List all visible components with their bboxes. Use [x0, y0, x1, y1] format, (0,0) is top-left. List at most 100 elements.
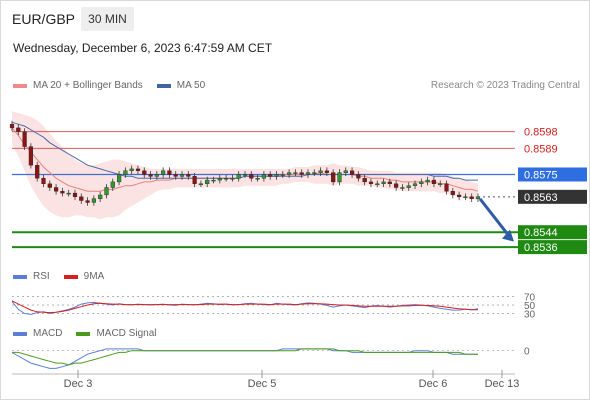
candle-body-57 [368, 181, 374, 184]
candle-body-33 [217, 177, 222, 181]
forecast-arrow-head [502, 229, 514, 242]
candle-body-72 [463, 196, 468, 199]
rsi-legend: RSI 9MA [13, 271, 118, 282]
rsi-tick-label-2: 30 [524, 310, 536, 321]
candle-body-18 [123, 170, 128, 175]
candle-body-74 [475, 196, 481, 199]
candle-body-50 [324, 170, 329, 173]
price-level-label-3: 0.8563 [524, 192, 558, 204]
candle-body-35 [230, 177, 235, 180]
candle-body-7 [54, 187, 59, 192]
time-axis-label-0: Dec 3 [64, 378, 93, 390]
copyright-label: Research © 2023 Trading Central [430, 80, 580, 91]
candle-body-30 [198, 183, 203, 186]
macd-tick-label-0: 0 [524, 347, 530, 358]
candle-body-60 [387, 181, 392, 184]
candle-body-56 [362, 177, 367, 183]
rsi-tick-label-1: 50 [524, 301, 536, 312]
price-level-label-5: 0.8536 [524, 242, 558, 254]
candle-body-69 [444, 183, 449, 192]
macd-line [11, 348, 478, 369]
price-level-tag-2 [518, 167, 587, 182]
candle-body-66 [425, 179, 430, 183]
candle-body-38 [249, 174, 254, 179]
price-level-tag-3 [518, 189, 587, 204]
candle-body-29 [192, 176, 197, 184]
candle-body-22 [148, 174, 153, 177]
candle-body-0 [9, 123, 15, 129]
candle-body-27 [179, 174, 185, 177]
ma20-legend-swatch [13, 83, 27, 88]
candle-body-45 [293, 172, 298, 174]
time-axis-label-3: Dec 13 [485, 378, 520, 390]
candle-body-4 [35, 164, 40, 179]
macd-legend: MACD MACD Signal [13, 328, 170, 339]
candle-body-40 [261, 174, 266, 179]
candle-body-47 [305, 172, 311, 175]
price-level-tag-4 [518, 225, 587, 240]
candle-body-55 [356, 174, 361, 179]
candle-body-68 [438, 183, 443, 186]
candle-body-43 [280, 174, 285, 176]
candle-body-73 [469, 196, 474, 199]
candle-body-17 [116, 174, 122, 183]
candle-body-67 [431, 179, 436, 185]
candle-body-16 [110, 181, 115, 188]
candle-body-37 [242, 174, 248, 176]
candle-body-2 [22, 131, 27, 147]
candle-body-28 [186, 174, 191, 177]
main-legend: MA 20 + Bollinger Bands MA 50 [13, 80, 219, 91]
rsi-legend-swatch [13, 274, 27, 279]
candle-body-1 [16, 127, 21, 132]
time-axis-label-2: Dec 6 [419, 378, 448, 390]
rsi-tick-label-0: 70 [524, 293, 536, 304]
ma20-legend-label: MA 20 + Bollinger Bands [33, 80, 143, 91]
rsi-legend-label: RSI [33, 271, 50, 282]
rsi-line [11, 301, 479, 315]
datetime-label: Wednesday, December 6, 2023 6:47:59 AM C… [13, 41, 273, 55]
candle-body-10 [72, 192, 78, 198]
candle-body-20 [135, 168, 141, 171]
candle-body-59 [381, 181, 386, 184]
bollinger-band-area [12, 111, 478, 220]
price-level-label-4: 0.8544 [524, 227, 558, 239]
candle-body-61 [394, 183, 399, 188]
candle-body-46 [299, 172, 304, 175]
candle-body-9 [66, 192, 71, 195]
candle-body-54 [350, 170, 355, 175]
candle-body-41 [268, 174, 273, 177]
candle-body-34 [223, 177, 229, 180]
candle-body-58 [375, 183, 380, 186]
candle-body-65 [419, 181, 424, 184]
candle-body-64 [412, 183, 418, 186]
macd-signal-legend-swatch [76, 331, 91, 336]
candle-body-26 [173, 174, 178, 177]
candle-body-51 [331, 172, 336, 183]
rsi-ma-line [11, 300, 478, 314]
timeframe-button[interactable]: 30 MIN [81, 7, 134, 31]
price-level-label-1: 0.8589 [524, 143, 558, 155]
macd-legend-label: MACD [33, 328, 63, 339]
candle-body-12 [85, 200, 90, 203]
candle-body-44 [287, 172, 292, 175]
candle-body-36 [236, 174, 241, 179]
candle-body-21 [142, 170, 147, 175]
rsi-ma-legend-swatch [63, 274, 78, 279]
candle-body-24 [160, 170, 166, 175]
macd-signal-legend-label: MACD Signal [96, 328, 157, 339]
rsi-ma-legend-label: 9MA [83, 271, 105, 282]
candle-body-63 [406, 185, 411, 188]
forecast-arrow-shaft [478, 197, 510, 236]
candle-body-62 [400, 187, 405, 189]
candle-body-8 [60, 190, 65, 194]
candle-body-19 [129, 168, 134, 171]
price-level-tag-5 [518, 240, 587, 255]
symbol-label: EUR/GBP [12, 11, 76, 27]
price-level-label-0: 0.8598 [524, 127, 558, 139]
candle-body-23 [154, 174, 159, 177]
candle-body-3 [28, 146, 33, 166]
ma50-legend-label: MA 50 [176, 80, 206, 91]
price-level-label-2: 0.8575 [524, 169, 558, 181]
candle-body-6 [47, 183, 52, 188]
